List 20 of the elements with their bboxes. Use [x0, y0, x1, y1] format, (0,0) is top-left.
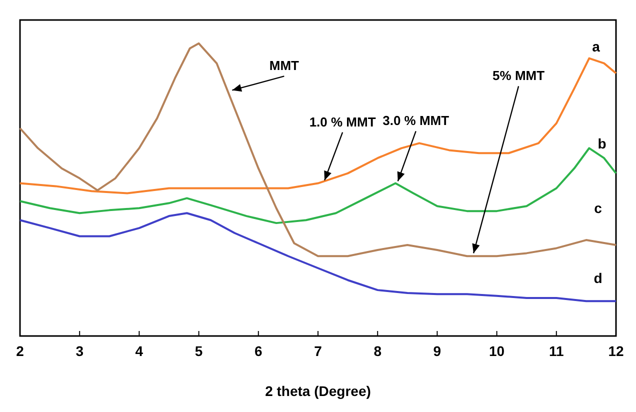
annotation: 5% MMT	[492, 68, 545, 84]
x-tick-label: 7	[314, 343, 322, 359]
series-label: c	[594, 200, 602, 216]
x-tick-label: 8	[374, 343, 382, 359]
x-axis-title: 2 theta (Degree)	[265, 383, 371, 399]
series-label: a	[592, 38, 600, 54]
x-tick-label: 12	[608, 343, 624, 359]
x-tick-label: 11	[548, 343, 564, 359]
x-tick-label: 10	[489, 343, 505, 359]
series-label: d	[594, 270, 602, 286]
x-tick-label: 4	[135, 343, 144, 359]
x-tick-label: 6	[254, 343, 262, 359]
series-label: b	[598, 135, 606, 152]
x-tick-label: 2	[16, 343, 24, 359]
x-tick-label: 3	[76, 343, 84, 359]
annotation: 1.0 % MMT	[309, 114, 376, 130]
x-tick-label: 9	[433, 343, 442, 359]
annotation: 3.0 % MMT	[382, 113, 450, 128]
x-tick-label: 5	[194, 343, 203, 359]
annotation: MMT	[269, 58, 300, 74]
